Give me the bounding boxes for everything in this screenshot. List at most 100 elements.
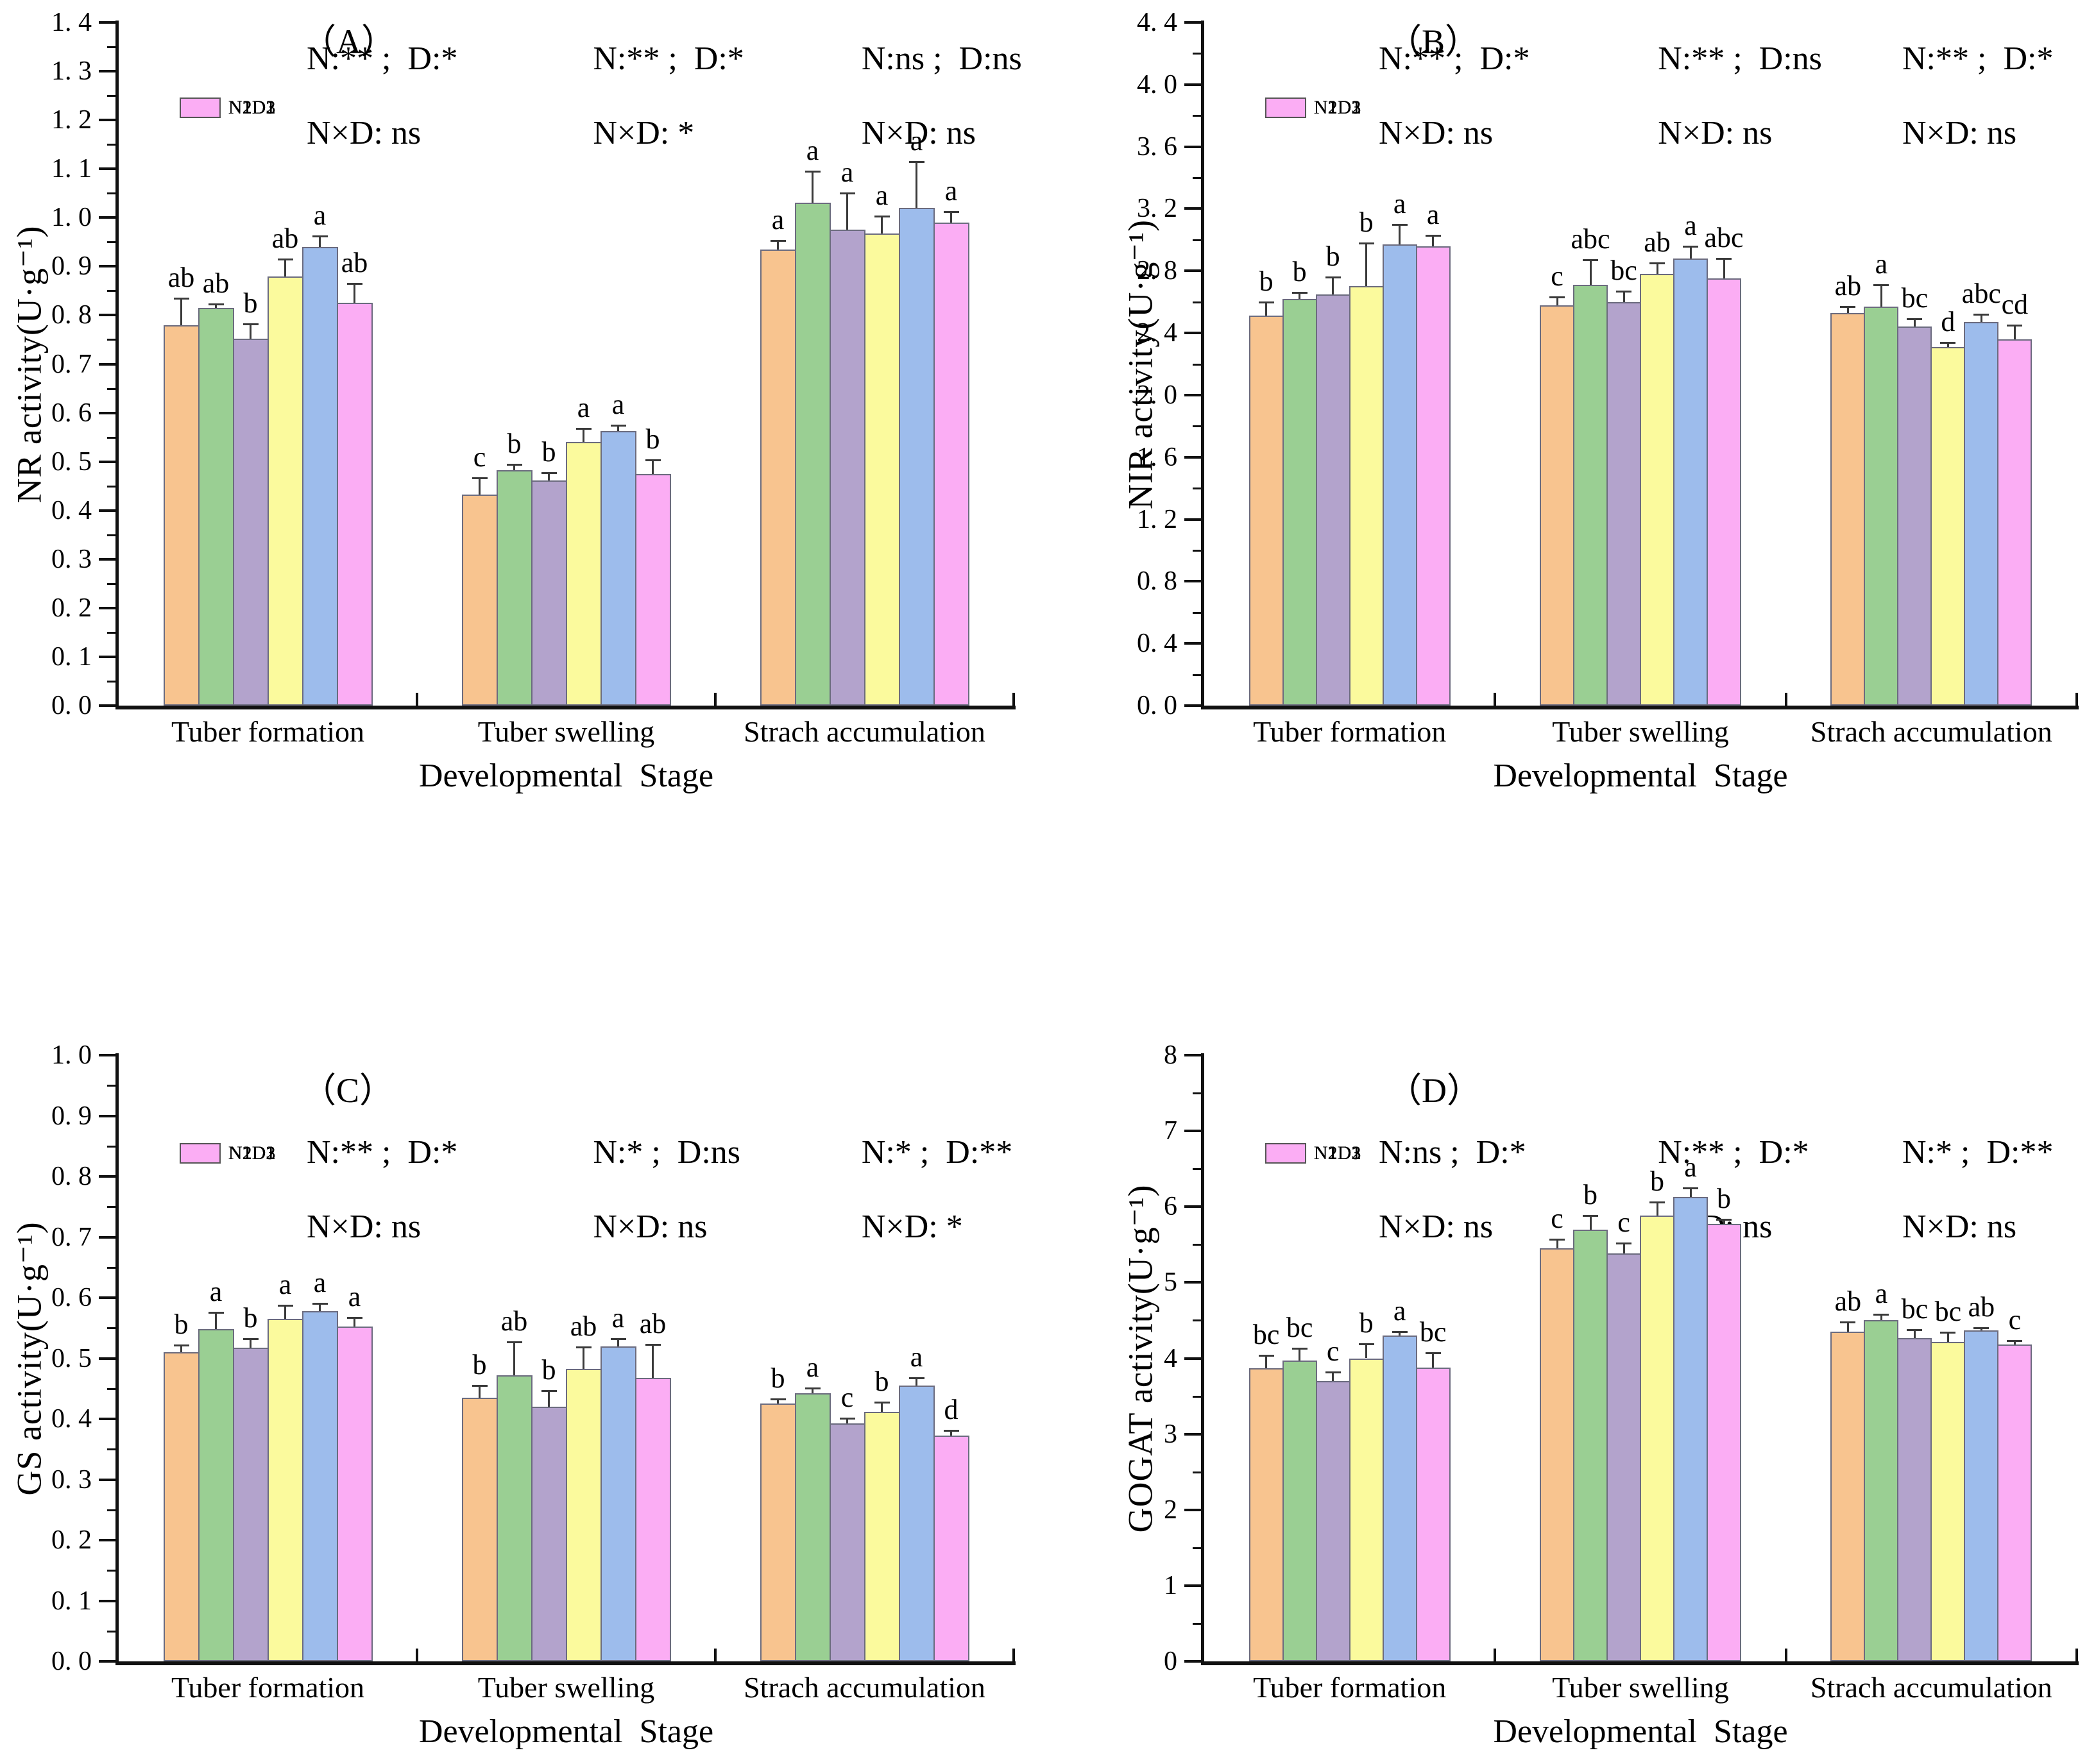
error-cap [575,427,592,430]
error-bar [950,1430,952,1436]
sig-letter: d [944,1393,958,1425]
y-tick [99,1599,115,1602]
x-tick [1784,693,1787,706]
category-label: Strach accumulation [744,1671,985,1704]
sig-letter: b [1359,206,1374,238]
y-minor-tick [107,1266,115,1269]
y-tick-label: 1. 3 [51,56,92,87]
error-bar [1656,1202,1658,1216]
y-minor-tick [107,485,115,488]
error-cap [277,1305,293,1307]
error-bar [319,236,321,247]
y-tick [1184,1508,1201,1511]
error-bar [479,1386,481,1398]
legend-label: N1D2 [228,1142,276,1164]
stats-line-2: N×D: ns [306,115,422,151]
error-bar [1723,258,1725,279]
sig-letter: a [806,135,819,167]
y-tick [99,362,115,366]
error-cap [1291,1348,1308,1350]
stats-line-1: N:ns ; D:* [1379,1134,1526,1171]
sig-letter: b [1259,265,1273,297]
error-cap [770,1398,786,1400]
y-tick [99,704,115,707]
bar-N1D1 [461,1397,498,1661]
y-minor-tick [1193,1319,1201,1322]
y-minor-tick [1193,177,1201,180]
sig-letter: b [874,1365,889,1397]
y-tick-label: 0. 8 [51,1162,92,1191]
error-bar [846,1418,848,1423]
y-tick [99,1296,115,1299]
y-tick [99,70,115,73]
y-minor-tick [107,1630,115,1633]
panel-a-nr-activity: NR activity(U·g⁻¹) （A） Developmental Sta… [0,0,1043,882]
bar-N1D3 [829,1423,865,1661]
y-minor-tick [107,1145,115,1148]
category-label: Tuber swelling [477,715,655,748]
stats-line-1: N:** ; D:* [1658,1134,1809,1171]
stats-line-2: N×D: ns [861,115,976,151]
bar-N1D1 [1540,305,1574,706]
sig-letter: bc [1286,1312,1313,1344]
y-tick [99,460,115,463]
sig-letter: a [577,391,590,423]
legend-label: N2D1 [228,97,276,118]
sig-letter: b [1325,240,1340,272]
y-tick [99,265,115,268]
y-tick-label: 1. 0 [51,1040,92,1070]
y-tick-label: 2 [1164,1495,1177,1525]
error-cap [312,235,328,238]
y-minor-tick [1193,488,1201,490]
error-cap [243,323,259,326]
y-tick [1184,1432,1201,1436]
error-bar [1723,1219,1725,1225]
error-cap [243,1338,259,1341]
sig-letter: a [875,180,889,211]
x-tick [714,1649,717,1661]
bar-N2D2 [600,1346,636,1661]
bar-N2D2 [1382,1336,1417,1661]
error-bar [1623,291,1625,302]
bar-N2D3 [1997,339,2032,706]
bar-N1D3 [1315,294,1350,706]
y-minor-tick [107,534,115,536]
sig-letter: c [1551,260,1563,293]
stats-line-1: N:** ; D:ns [1658,40,1822,77]
y-tick-label: 0. 0 [51,1647,92,1676]
error-bar [1589,260,1592,285]
error-cap [1840,305,1856,308]
legend-label: N1D1 [228,1142,276,1164]
panel-c-gs-activity: GS activity(U·g⁻¹) （C） Developmental Sta… [0,882,1043,1764]
y-tick-label: 0. 3 [51,1464,92,1495]
stats-line-2: N×D: ns [1902,1209,2017,1245]
y-minor-tick [1193,611,1201,614]
legend-label: N2D2 [228,97,276,118]
sig-letter: ab [1968,1291,1995,1323]
y-tick [99,1660,115,1663]
y-minor-tick [1193,1471,1201,1473]
sig-letter: bc [1252,1318,1280,1350]
y-tick-label: 0. 1 [51,1586,92,1616]
error-bar [1332,1371,1334,1381]
sig-letter: a [1393,1295,1406,1327]
bar-N1D3 [531,480,567,706]
y-minor-tick [107,1509,115,1511]
stats-line-2: N×D: ns [1379,1209,1494,1245]
y-tick-label: 0. 0 [1137,691,1177,720]
error-cap [1291,292,1308,294]
bar-N1D1 [1540,1248,1574,1661]
y-tick [99,1114,115,1117]
y-minor-tick [1193,239,1201,241]
sig-letter: c [1617,1206,1630,1238]
error-cap [541,1389,557,1392]
error-bar [812,1387,814,1394]
y-minor-tick [1193,1395,1201,1398]
sig-letter: c [840,1382,854,1414]
error-bar [846,193,848,230]
error-bar [950,212,952,223]
bar-N2D3 [1997,1344,2032,1661]
error-cap [1940,1332,1956,1334]
y-tick-label: 2. 0 [1137,380,1177,410]
y-tick-label: 7 [1164,1116,1177,1146]
